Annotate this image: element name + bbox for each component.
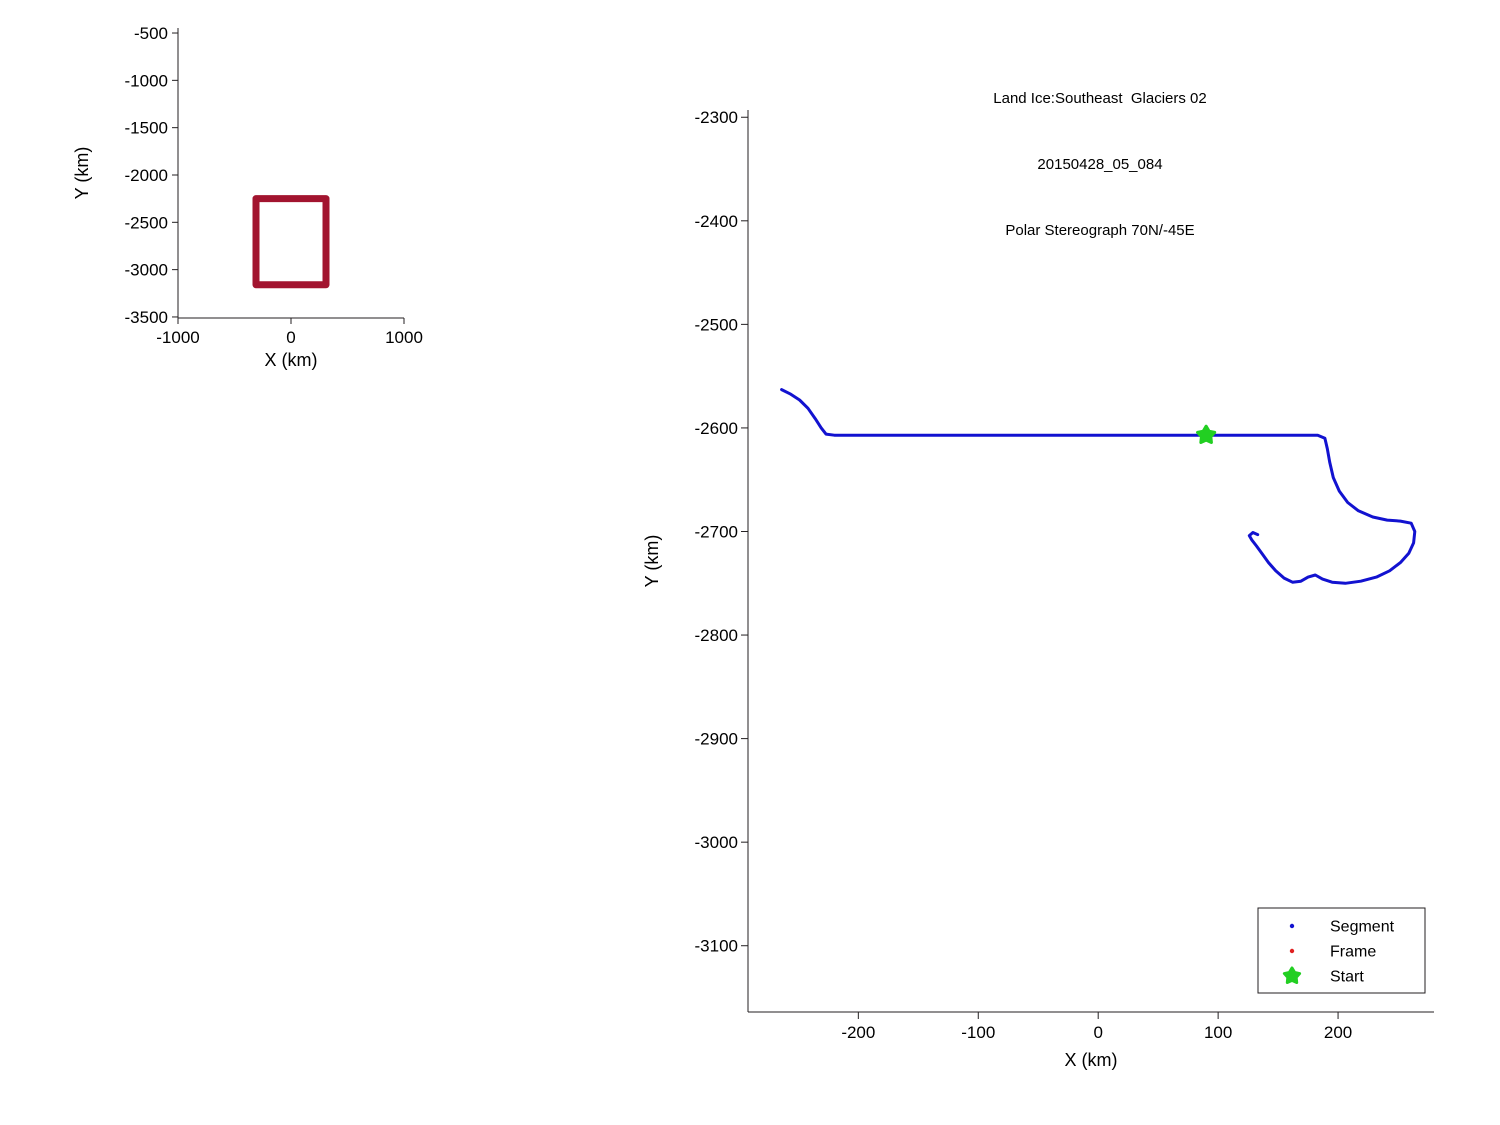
x-tick-label: -100: [961, 1023, 995, 1042]
y-axis-label: Y (km): [642, 535, 662, 588]
y-tick-label: -2500: [125, 213, 168, 232]
y-tick-label: -2400: [695, 212, 738, 231]
x-tick-label: -1000: [156, 328, 199, 347]
y-tick-label: -3000: [125, 261, 168, 280]
y-tick-label: -2300: [695, 108, 738, 127]
chart-title: Land Ice:Southeast Glaciers 02 20150428_…: [800, 44, 1400, 264]
x-axis-label: X (km): [1065, 1050, 1118, 1070]
y-tick-label: -2000: [125, 166, 168, 185]
y-tick-label: -3500: [125, 308, 168, 327]
y-tick-label: -2500: [695, 315, 738, 334]
legend-marker-frame: [1289, 948, 1295, 954]
x-tick-label: 100: [1204, 1023, 1232, 1042]
legend-marker-segment: [1289, 923, 1295, 929]
survey-region-outline: [252, 195, 330, 289]
flight-track-plot: -200 -100 0 100 200 -2300 -2400 -2500 -2600 -2700…: [642, 108, 1434, 1070]
start-marker: [1196, 424, 1217, 444]
y-tick-label: -2600: [695, 419, 738, 438]
y-axis-label: Y (km): [72, 147, 92, 200]
y-tick-label: -2900: [695, 730, 738, 749]
legend-label-segment: Segment: [1330, 919, 1395, 936]
y-tick-label: -1000: [125, 71, 168, 90]
legend-marker-start: [1282, 966, 1302, 984]
x-tick-label: -200: [841, 1023, 875, 1042]
x-tick-label: 1000: [385, 328, 423, 347]
legend-box: [1257, 907, 1426, 994]
segment-track: [780, 388, 1417, 585]
y-tick-label: -1500: [125, 119, 168, 138]
legend-label-start: Start: [1330, 969, 1364, 986]
x-tick-label: 0: [1093, 1023, 1102, 1042]
y-tick-label: -3100: [695, 937, 738, 956]
y-tick-label: -500: [134, 24, 168, 43]
y-tick-label: -2800: [695, 626, 738, 645]
chart-title-line-1: Land Ice:Southeast Glaciers 02: [993, 90, 1207, 107]
x-tick-label: 0: [286, 328, 295, 347]
x-tick-label: 200: [1324, 1023, 1352, 1042]
chart-title-line-2: 20150428_05_084: [1037, 156, 1163, 173]
x-axis-label: X (km): [265, 350, 318, 370]
y-tick-label: -3000: [695, 833, 738, 852]
chart-title-line-3: Polar Stereograph 70N/-45E: [1005, 222, 1195, 239]
overview-inset-plot: -1000 0 1000 -500 -1000 -1500 -2000 -2500 -3000 -…: [72, 24, 423, 370]
y-tick-label: -2700: [695, 522, 738, 541]
legend-label-frame: Frame: [1330, 944, 1376, 961]
